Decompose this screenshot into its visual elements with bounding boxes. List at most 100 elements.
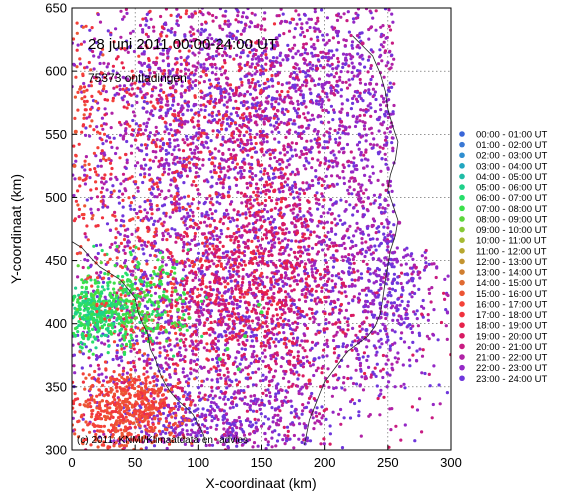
lightning-discharge-point [337, 141, 342, 146]
lightning-discharge-point [226, 446, 230, 450]
lightning-discharge-point [236, 190, 240, 194]
lightning-discharge-point [322, 179, 326, 183]
lightning-discharge-point [237, 85, 241, 89]
lightning-discharge-point [208, 242, 212, 246]
lightning-discharge-point [353, 339, 357, 343]
lightning-discharge-point [328, 424, 332, 428]
lightning-discharge-point [165, 228, 169, 232]
lightning-discharge-point [192, 359, 196, 363]
lightning-discharge-point [350, 253, 354, 257]
lightning-discharge-point [125, 158, 129, 162]
lightning-discharge-point [239, 20, 243, 24]
lightning-discharge-point [263, 203, 267, 208]
lightning-discharge-point [254, 421, 258, 425]
lightning-discharge-point [275, 90, 279, 94]
lightning-discharge-point [368, 102, 372, 106]
lightning-discharge-point [373, 366, 377, 370]
lightning-discharge-point [257, 59, 261, 63]
lightning-discharge-point [179, 171, 183, 175]
lightning-discharge-point [252, 303, 256, 307]
lightning-discharge-point [226, 370, 230, 374]
lightning-discharge-point [242, 295, 246, 299]
lightning-discharge-point [168, 343, 172, 347]
lightning-discharge-point [339, 328, 343, 332]
lightning-discharge-point [325, 41, 329, 45]
lightning-discharge-point [377, 257, 381, 261]
lightning-discharge-point [272, 285, 276, 289]
lightning-discharge-point [287, 339, 291, 343]
lightning-discharge-point [445, 391, 449, 395]
lightning-discharge-point [279, 120, 283, 124]
lightning-discharge-point [121, 205, 125, 209]
lightning-discharge-point [190, 339, 194, 343]
lightning-discharge-point [252, 98, 256, 102]
lightning-discharge-point [377, 206, 381, 210]
lightning-discharge-point [197, 110, 201, 114]
lightning-discharge-point [290, 221, 294, 225]
lightning-discharge-point [263, 49, 268, 53]
lightning-discharge-point [334, 359, 338, 363]
lightning-discharge-point [343, 388, 347, 392]
lightning-discharge-point [250, 57, 254, 61]
lightning-discharge-point [279, 51, 283, 55]
lightning-discharge-point [193, 329, 198, 334]
lightning-discharge-point [219, 316, 223, 320]
lightning-discharge-point [386, 358, 390, 362]
lightning-discharge-point [127, 196, 131, 200]
lightning-discharge-point [149, 17, 153, 21]
lightning-discharge-point [248, 169, 252, 173]
lightning-discharge-point [176, 352, 180, 356]
lightning-discharge-point [273, 408, 277, 412]
lightning-discharge-point [118, 133, 123, 137]
lightning-discharge-point [219, 217, 223, 221]
lightning-discharge-point [227, 260, 231, 264]
lightning-discharge-point [340, 147, 344, 151]
lightning-discharge-point [270, 102, 274, 106]
lightning-discharge-point [268, 391, 272, 395]
lightning-discharge-point [290, 239, 294, 243]
lightning-discharge-point [217, 130, 221, 134]
lightning-discharge-point [253, 220, 258, 224]
lightning-discharge-point [115, 356, 119, 360]
lightning-discharge-point [299, 33, 303, 37]
lightning-discharge-point [247, 280, 252, 284]
lightning-discharge-point [303, 13, 307, 17]
lightning-discharge-point [124, 189, 128, 193]
lightning-discharge-point [261, 67, 265, 71]
lightning-discharge-point [183, 195, 187, 199]
lightning-discharge-point [249, 361, 253, 365]
lightning-discharge-point [333, 128, 337, 133]
lightning-discharge-point [352, 188, 356, 192]
lightning-discharge-point [173, 344, 177, 348]
lightning-discharge-point [191, 287, 195, 292]
lightning-discharge-point [392, 223, 396, 227]
lightning-discharge-point [166, 403, 171, 407]
lightning-discharge-point [344, 208, 348, 212]
lightning-discharge-point [237, 312, 241, 316]
lightning-discharge-point [273, 241, 277, 245]
lightning-discharge-point [205, 265, 209, 270]
lightning-discharge-point [253, 270, 257, 274]
lightning-discharge-point [298, 187, 302, 191]
lightning-discharge-point [281, 308, 285, 312]
lightning-discharge-point [223, 402, 227, 406]
lightning-discharge-point [321, 146, 325, 150]
lightning-discharge-point [292, 35, 296, 39]
lightning-discharge-point [324, 52, 328, 56]
lightning-discharge-point [150, 87, 155, 91]
lightning-discharge-point [231, 307, 236, 311]
lightning-discharge-point [259, 27, 263, 31]
lightning-discharge-point [130, 132, 134, 137]
lightning-discharge-point [350, 61, 354, 65]
lightning-discharge-point [270, 215, 274, 219]
lightning-discharge-point [169, 257, 173, 261]
lightning-discharge-point [418, 276, 422, 280]
lightning-discharge-point [373, 109, 377, 114]
lightning-discharge-point [147, 58, 151, 63]
lightning-discharge-point [300, 83, 305, 87]
lightning-discharge-point [278, 190, 282, 194]
lightning-discharge-point [339, 198, 343, 202]
lightning-discharge-point [204, 58, 208, 62]
lightning-discharge-point [298, 315, 302, 320]
lightning-discharge-point [432, 364, 436, 368]
